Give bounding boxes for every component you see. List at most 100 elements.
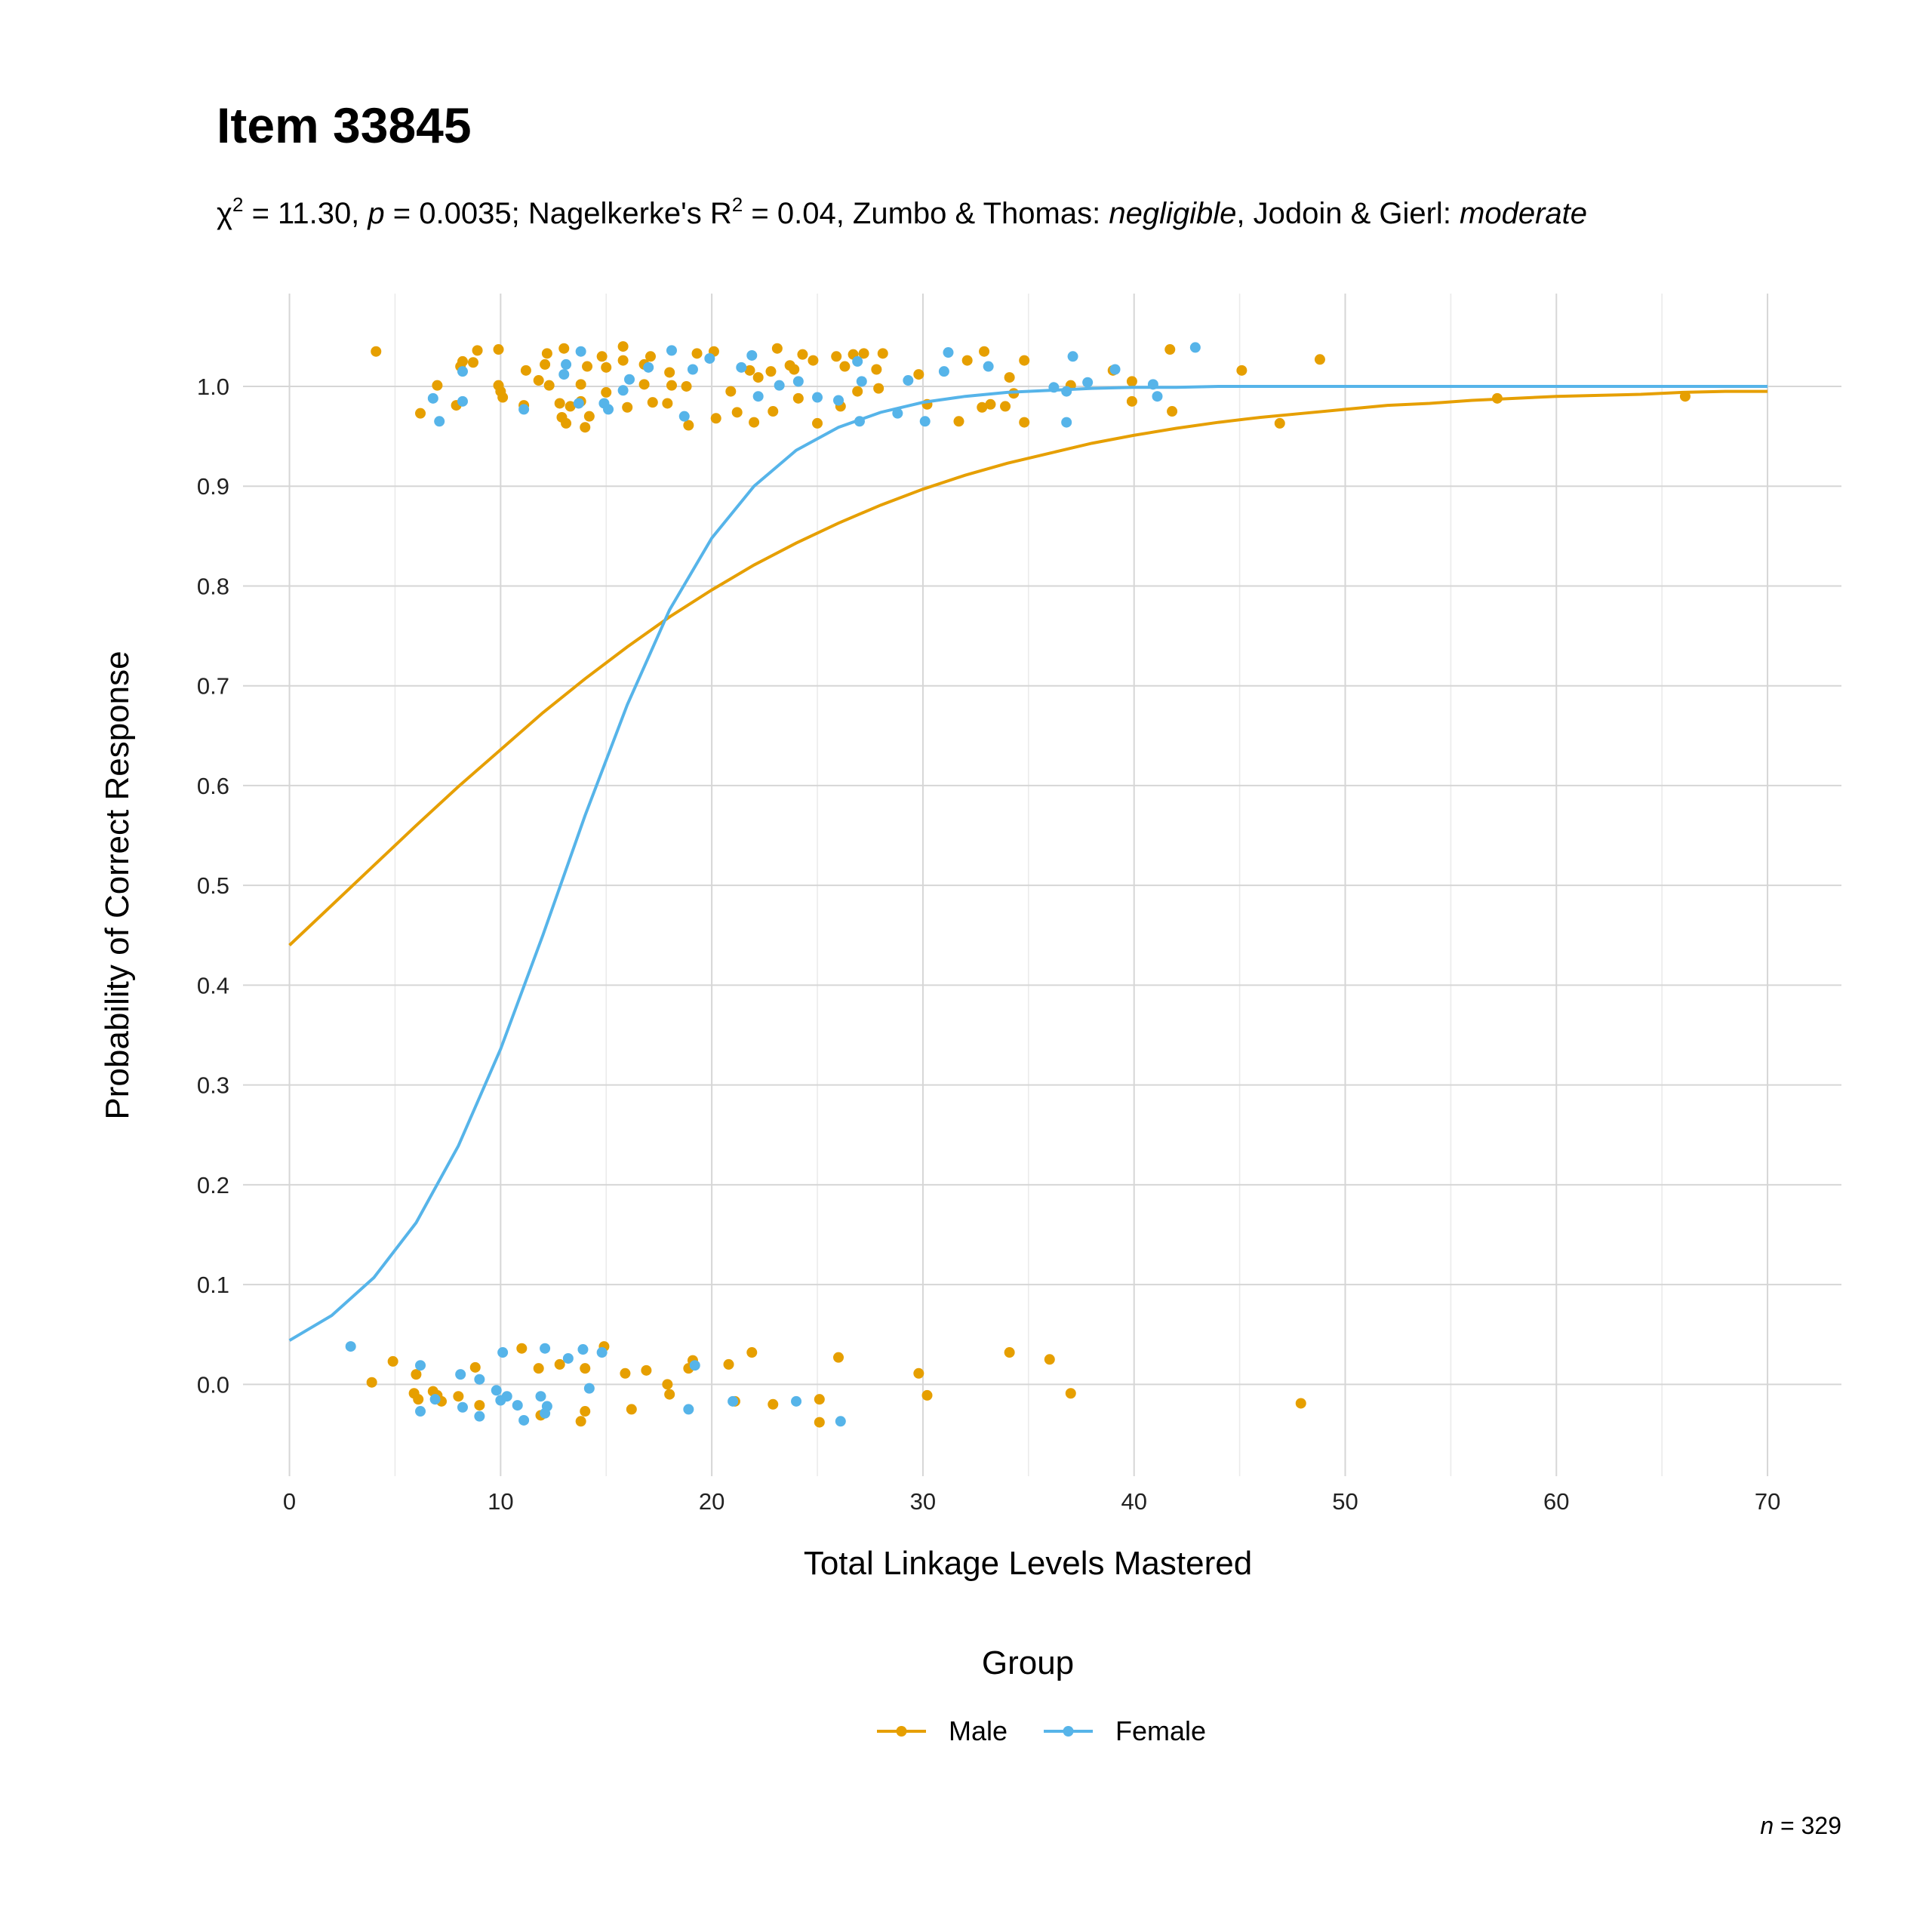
point [457, 395, 468, 407]
point [1004, 1347, 1015, 1358]
subtitle-part: 2 [232, 193, 243, 216]
point [371, 346, 382, 357]
point [791, 1395, 802, 1407]
subtitle-part: p [367, 197, 384, 230]
point [573, 398, 584, 409]
y-tick-label: 0.7 [197, 673, 229, 700]
point [626, 1404, 637, 1415]
point [1044, 1354, 1055, 1365]
point [903, 375, 914, 386]
y-tick-label: 0.1 [197, 1272, 229, 1298]
point [768, 1398, 779, 1410]
point [474, 1374, 485, 1385]
point [561, 417, 572, 429]
point [871, 364, 882, 375]
point [474, 1411, 485, 1422]
point [427, 392, 438, 404]
point [583, 1383, 595, 1394]
point [752, 391, 764, 402]
point [558, 343, 570, 354]
point [415, 408, 426, 419]
point [429, 1394, 441, 1405]
point [839, 361, 851, 372]
point [1126, 395, 1137, 407]
point [1189, 342, 1201, 353]
point [554, 1358, 565, 1370]
point [1019, 355, 1030, 366]
point [533, 375, 544, 386]
point [580, 1363, 591, 1374]
y-tick-label: 0.6 [197, 773, 229, 799]
point [1082, 377, 1094, 388]
y-tick-label: 0.3 [197, 1072, 229, 1099]
point [856, 376, 867, 387]
point [596, 1347, 608, 1358]
point [411, 1369, 422, 1380]
point [583, 411, 595, 422]
y-tick-label: 0.0 [197, 1371, 229, 1398]
point [1274, 417, 1285, 429]
subtitle-part: = 11.30, [243, 197, 368, 230]
grid: 0 10 20 30 40 50 60 70 0.0 0.1 0.2 0.3 0.4 0.5 0.6 0.7 0… [197, 294, 1841, 1515]
point [469, 1361, 481, 1373]
point [731, 407, 743, 418]
point [1295, 1398, 1306, 1409]
point [541, 348, 552, 359]
x-tick-label: 70 [1755, 1488, 1780, 1515]
point [792, 392, 804, 404]
legend-label: Male [949, 1715, 1008, 1746]
point [596, 351, 608, 362]
point [852, 355, 863, 367]
point [624, 374, 635, 385]
point [1164, 344, 1176, 355]
point [518, 404, 530, 415]
point [919, 416, 931, 427]
point [541, 1401, 552, 1412]
point [413, 1394, 424, 1405]
y-tick-label: 0.9 [197, 473, 229, 500]
point [1167, 406, 1178, 417]
point [749, 417, 760, 428]
point [789, 364, 800, 375]
point [746, 1347, 758, 1358]
point [1126, 376, 1137, 387]
x-tick-label: 60 [1543, 1488, 1569, 1515]
point [913, 1367, 924, 1379]
point [645, 351, 656, 362]
point [1109, 364, 1121, 375]
point [683, 1404, 694, 1415]
point [617, 355, 629, 366]
point [812, 392, 823, 403]
point [643, 361, 654, 373]
point [533, 1363, 544, 1374]
subtitle-part: , Jodoin & Gierl: [1236, 197, 1460, 230]
point [744, 365, 755, 376]
point [833, 1352, 844, 1363]
y-tick-label: 0.2 [197, 1172, 229, 1198]
point [543, 380, 555, 391]
point [746, 349, 758, 361]
point [985, 398, 996, 410]
point [1314, 354, 1325, 365]
point [467, 357, 478, 368]
caption-part: = 329 [1774, 1812, 1841, 1839]
legend: Male Female [877, 1715, 1206, 1746]
point [565, 401, 576, 412]
point [601, 386, 612, 398]
point [617, 385, 629, 396]
point [493, 344, 504, 355]
point [558, 369, 570, 380]
x-tick-label: 0 [283, 1488, 296, 1515]
y-axis-title: Probability of Correct Response [99, 651, 136, 1119]
point [725, 386, 737, 397]
point [664, 1389, 675, 1400]
point [535, 1391, 546, 1402]
point [457, 355, 468, 367]
point [577, 1344, 589, 1355]
point [728, 1395, 739, 1407]
point [474, 1400, 485, 1411]
point [617, 341, 629, 352]
point [814, 1417, 825, 1428]
point [835, 1416, 846, 1427]
